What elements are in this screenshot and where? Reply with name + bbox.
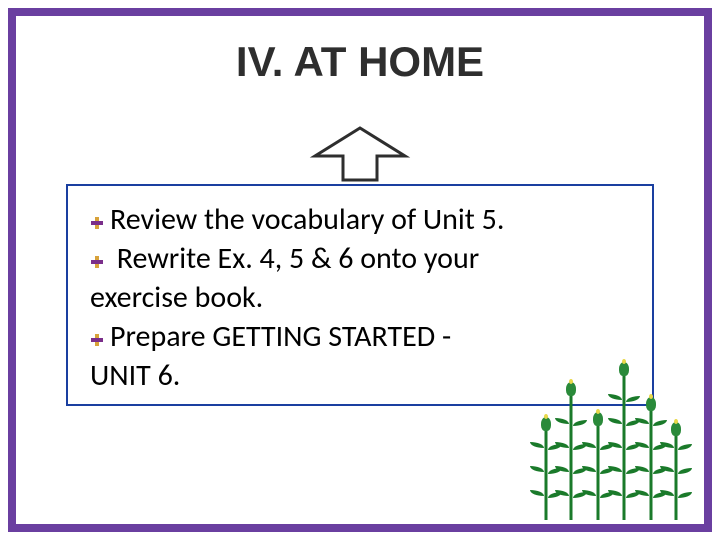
- line-3-text: exercise book.: [90, 279, 263, 316]
- plant-bud: [646, 397, 656, 411]
- plant-stem: [545, 425, 548, 520]
- slide-frame: IV. AT HOME Review the vocabulary of Uni…: [8, 8, 712, 532]
- line-3: exercise book.: [90, 278, 630, 317]
- plant: [561, 390, 581, 520]
- plant-leaf: [608, 418, 622, 424]
- plant-bud: [566, 382, 576, 396]
- plant-leaf: [608, 394, 622, 400]
- plant-leaf: [530, 490, 544, 496]
- bullet-icon: [90, 216, 104, 230]
- plant-bud: [671, 422, 681, 436]
- plant-stem: [570, 390, 573, 520]
- plant-bud: [619, 362, 629, 376]
- slide-title: IV. AT HOME: [16, 38, 704, 86]
- plant: [641, 405, 661, 520]
- plant-leaf: [626, 396, 640, 402]
- arrow-path: [315, 128, 405, 180]
- title-text: IV. AT HOME: [236, 38, 484, 85]
- plant-bud: [541, 417, 551, 431]
- plant-leaf: [530, 442, 544, 448]
- line-1: Review the vocabulary of Unit 5.: [90, 200, 630, 239]
- plant-stem: [675, 430, 678, 520]
- line-2-text: Rewrite Ex. 4, 5 & 6 onto your: [110, 240, 479, 277]
- plant-leaf: [678, 444, 692, 450]
- plant-stem: [597, 420, 600, 520]
- line-1-text: Review the vocabulary of Unit 5.: [110, 201, 504, 238]
- plant-stem: [650, 405, 653, 520]
- plant: [536, 425, 556, 520]
- plant-leaf: [555, 418, 569, 424]
- plant-leaf: [653, 420, 667, 426]
- up-arrow-callout: [305, 126, 415, 182]
- plant-leaf: [530, 466, 544, 472]
- line-2: Rewrite Ex. 4, 5 & 6 onto your: [90, 239, 630, 278]
- plant-bud: [593, 412, 603, 426]
- line-5-text: UNIT 6.: [90, 357, 180, 394]
- plant-leaf: [573, 420, 587, 426]
- bullet-icon: [90, 255, 104, 269]
- plant-decoration: [516, 350, 686, 520]
- line-4-text: Prepare GETTING STARTED -: [110, 318, 451, 355]
- bullet-icon: [90, 333, 104, 347]
- plant: [666, 430, 686, 520]
- plant-leaf: [678, 492, 692, 498]
- plant-leaf: [678, 468, 692, 474]
- plant: [588, 420, 608, 520]
- plant: [614, 370, 634, 520]
